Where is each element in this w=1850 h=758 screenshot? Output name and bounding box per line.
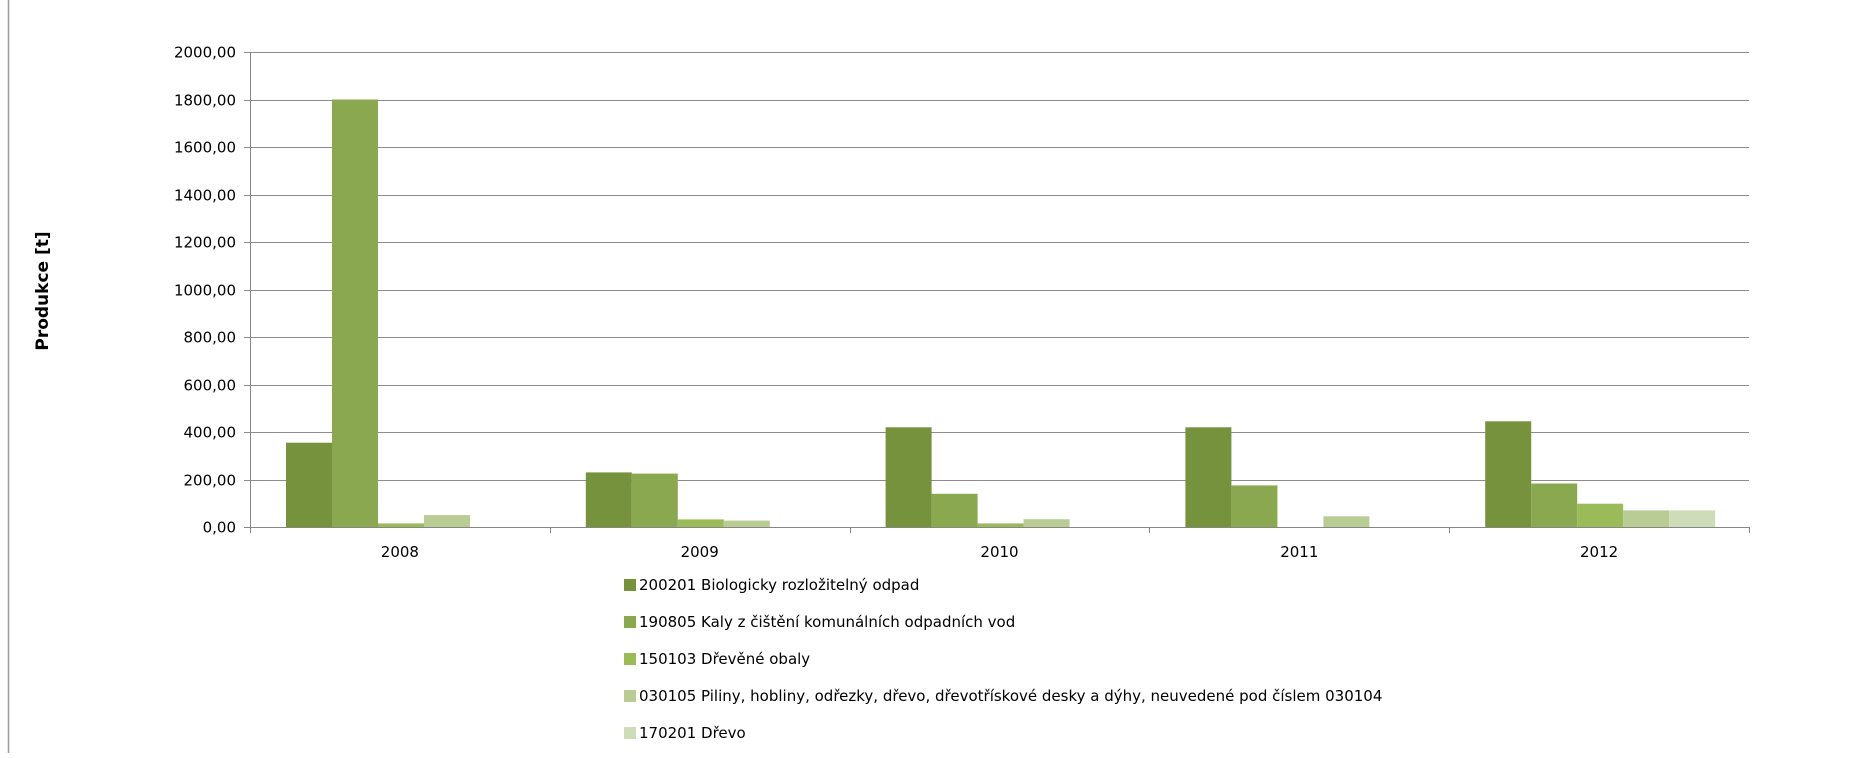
y-tick-label: 800,00 bbox=[184, 329, 237, 347]
bar bbox=[1577, 503, 1624, 527]
legend-label: 190805 Kaly z čištění komunálních odpadn… bbox=[639, 613, 1015, 631]
legend-swatch bbox=[624, 616, 636, 628]
bar bbox=[1623, 510, 1670, 527]
legend-swatch bbox=[624, 653, 636, 665]
y-tick-label: 600,00 bbox=[184, 377, 237, 395]
bar bbox=[723, 520, 770, 527]
bar bbox=[885, 427, 932, 528]
legend-item: 030105 Piliny, hobliny, odřezky, dřevo, … bbox=[624, 687, 1382, 705]
bar bbox=[1185, 427, 1232, 528]
legend-swatch bbox=[624, 727, 636, 739]
bar bbox=[1023, 519, 1070, 527]
gridlines bbox=[244, 52, 1749, 528]
x-category-label: 2011 bbox=[1280, 543, 1318, 561]
bar bbox=[1485, 421, 1532, 527]
legend-item: 200201 Biologicky rozložitelný odpad bbox=[624, 576, 919, 594]
axes bbox=[250, 52, 1750, 533]
y-tick-label: 2000,00 bbox=[174, 44, 236, 62]
y-tick-label: 0,00 bbox=[203, 519, 236, 537]
x-category-label: 2008 bbox=[381, 543, 419, 561]
y-axis-title: Produkce [t] bbox=[33, 231, 53, 350]
bar bbox=[931, 493, 978, 528]
bar bbox=[585, 472, 632, 527]
legend-label: 200201 Biologicky rozložitelný odpad bbox=[639, 576, 919, 594]
x-category-label: 2012 bbox=[1580, 543, 1618, 561]
legend-label: 150103 Dřevěné obaly bbox=[639, 650, 810, 668]
x-category-labels: 2008 2009 2010 2011 2012 bbox=[381, 543, 1618, 561]
legend-swatch bbox=[624, 579, 636, 591]
y-tick-label: 1600,00 bbox=[174, 139, 236, 157]
x-category-label: 2010 bbox=[980, 543, 1018, 561]
bars bbox=[286, 99, 1716, 528]
bar bbox=[332, 99, 378, 527]
y-tick-label: 1400,00 bbox=[174, 187, 236, 205]
bar bbox=[1231, 485, 1278, 527]
legend-item: 150103 Dřevěné obaly bbox=[624, 650, 810, 668]
legend-item: 170201 Dřevo bbox=[624, 724, 746, 742]
y-tick-label: 1000,00 bbox=[174, 282, 236, 300]
bar bbox=[378, 523, 424, 527]
bar bbox=[1323, 516, 1370, 527]
legend: 200201 Biologicky rozložitelný odpad 1908… bbox=[624, 576, 1382, 742]
y-tick-label: 200,00 bbox=[184, 472, 237, 490]
bar bbox=[677, 519, 724, 527]
bar bbox=[1669, 510, 1716, 527]
y-tick-label: 1200,00 bbox=[174, 234, 236, 252]
y-tick-labels: 0,00 200,00 400,00 600,00 800,00 1000,00 1200,… bbox=[174, 44, 236, 537]
bar bbox=[424, 515, 470, 527]
y-tick-label: 1800,00 bbox=[174, 92, 236, 110]
y-tick-label: 400,00 bbox=[184, 424, 237, 442]
legend-label: 170201 Dřevo bbox=[639, 724, 746, 742]
bar bbox=[977, 523, 1024, 527]
x-category-label: 2009 bbox=[681, 543, 719, 561]
legend-swatch bbox=[624, 690, 636, 702]
legend-item: 190805 Kaly z čištění komunálních odpadn… bbox=[624, 613, 1015, 631]
bar bbox=[286, 442, 332, 527]
legend-label: 030105 Piliny, hobliny, odřezky, dřevo, … bbox=[639, 687, 1382, 705]
bar bbox=[1531, 483, 1578, 527]
bar bbox=[631, 473, 678, 527]
